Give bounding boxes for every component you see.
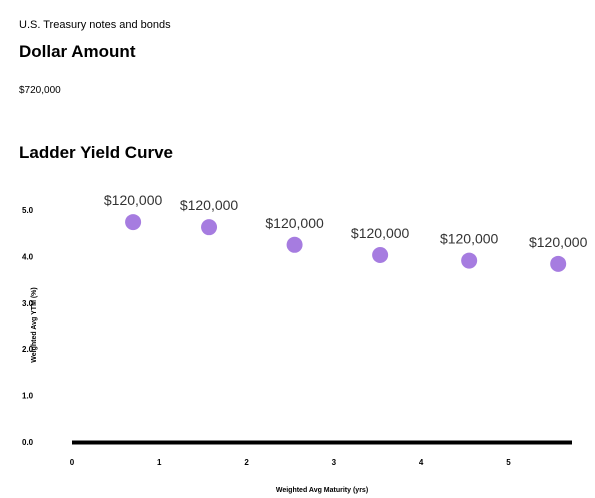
y-tick-label: 1.0 bbox=[22, 392, 34, 401]
data-point bbox=[372, 247, 389, 264]
y-tick-label: 2.0 bbox=[22, 345, 34, 354]
data-point bbox=[125, 214, 142, 231]
x-axis-ticks: 0 1 2 3 4 5 bbox=[70, 458, 511, 467]
data-label: $120,000 bbox=[180, 197, 239, 213]
y-tick-label: 3.0 bbox=[22, 299, 34, 308]
dollar-amount-value: $720,000 bbox=[19, 85, 61, 96]
data-label: $120,000 bbox=[440, 231, 499, 247]
x-axis-baseline bbox=[72, 440, 572, 445]
y-tick-label: 4.0 bbox=[22, 252, 34, 261]
x-axis-title: Weighted Avg Maturity (yrs) bbox=[276, 487, 368, 494]
data-point bbox=[201, 219, 218, 236]
dollar-amount-label: Dollar Amount bbox=[19, 42, 136, 61]
data-label: $120,000 bbox=[104, 192, 163, 208]
y-axis-ticks: 0.0 1.0 2.0 3.0 4.0 5.0 bbox=[22, 206, 34, 447]
x-tick-label: 4 bbox=[419, 458, 424, 467]
data-point bbox=[286, 236, 303, 253]
x-tick-label: 2 bbox=[244, 458, 249, 467]
data-points bbox=[125, 214, 567, 272]
data-label: $120,000 bbox=[529, 234, 588, 250]
x-tick-label: 5 bbox=[506, 458, 511, 467]
data-label: $120,000 bbox=[265, 215, 324, 231]
chart-title: Ladder Yield Curve bbox=[19, 143, 173, 162]
data-labels: $120,000 $120,000 $120,000 $120,000 $120,000… bbox=[104, 192, 588, 250]
x-tick-label: 1 bbox=[157, 458, 162, 467]
y-tick-label: 5.0 bbox=[22, 206, 34, 215]
y-axis-title: Weighted Avg YTM (%) bbox=[31, 287, 38, 362]
y-tick-label: 0.0 bbox=[22, 438, 34, 447]
subtitle: U.S. Treasury notes and bonds bbox=[19, 19, 171, 31]
x-tick-label: 3 bbox=[332, 458, 337, 467]
data-label: $120,000 bbox=[351, 225, 410, 241]
x-tick-label: 0 bbox=[70, 458, 75, 467]
data-point bbox=[461, 252, 478, 269]
data-point bbox=[550, 255, 567, 272]
